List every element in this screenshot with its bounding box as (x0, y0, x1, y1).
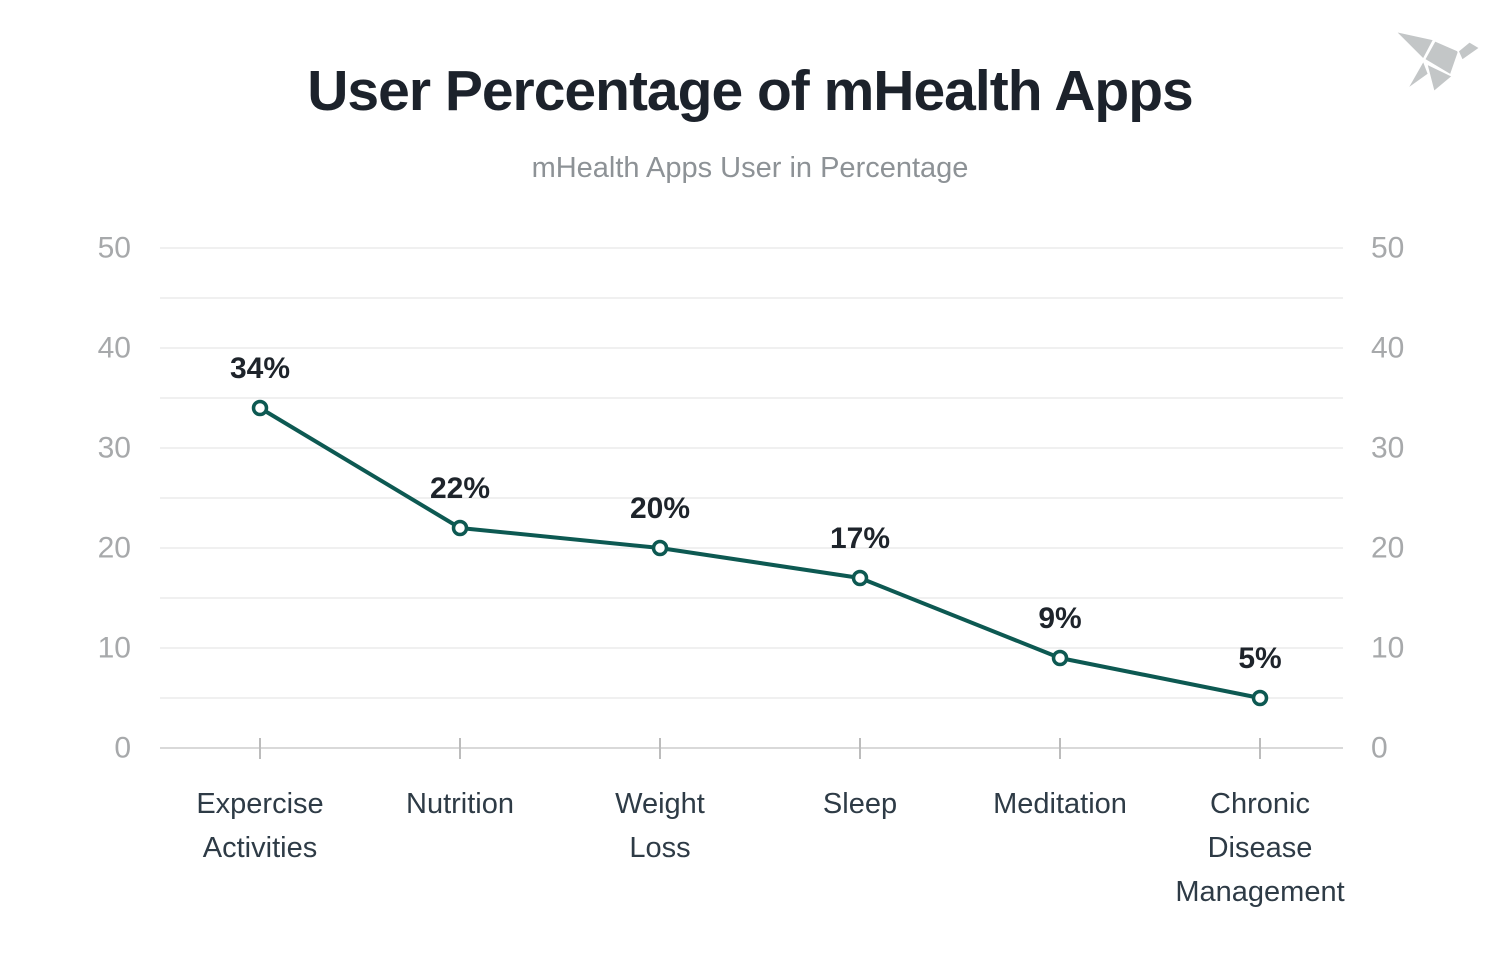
data-point (451, 519, 469, 537)
y-tick-label-left: 50 (98, 232, 131, 265)
data-label: 17% (830, 522, 890, 555)
y-tick-label-right: 50 (1371, 232, 1404, 265)
data-label: 20% (630, 492, 690, 525)
data-label: 34% (230, 352, 290, 385)
data-label: 5% (1238, 642, 1281, 675)
y-tick-label-left: 0 (114, 732, 131, 765)
x-category-label: Sleep (822, 788, 898, 820)
y-tick-label-left: 30 (98, 432, 131, 465)
y-tick-label-right: 20 (1371, 532, 1404, 565)
data-point (1051, 649, 1069, 667)
y-tick-label-left: 40 (98, 332, 131, 365)
data-point (651, 539, 669, 557)
x-category-label: Expercise Activities (196, 788, 324, 865)
origami-bird-icon (1394, 30, 1481, 93)
data-point (251, 399, 269, 417)
x-category-label: Meditation (993, 788, 1127, 820)
data-line (258, 406, 1262, 700)
data-label: 9% (1038, 602, 1081, 635)
chart-title: User Percentage of mHealth Apps (307, 59, 1193, 123)
data-label: 22% (430, 472, 490, 505)
y-tick-label-right: 10 (1371, 632, 1404, 665)
data-point (1251, 689, 1269, 707)
data-point (851, 569, 869, 587)
chart-subtitle: mHealth Apps User in Percentage (531, 152, 969, 184)
x-category-label: Chronic Disease Management (1175, 788, 1345, 909)
x-category-label: Weight Loss (615, 788, 705, 865)
x-category-label: Nutrition (406, 788, 514, 820)
y-tick-label-right: 0 (1371, 732, 1388, 765)
y-tick-label-right: 40 (1371, 332, 1404, 365)
y-tick-label-left: 10 (98, 632, 131, 665)
y-tick-label-left: 20 (98, 532, 131, 565)
y-tick-label-right: 30 (1371, 432, 1404, 465)
